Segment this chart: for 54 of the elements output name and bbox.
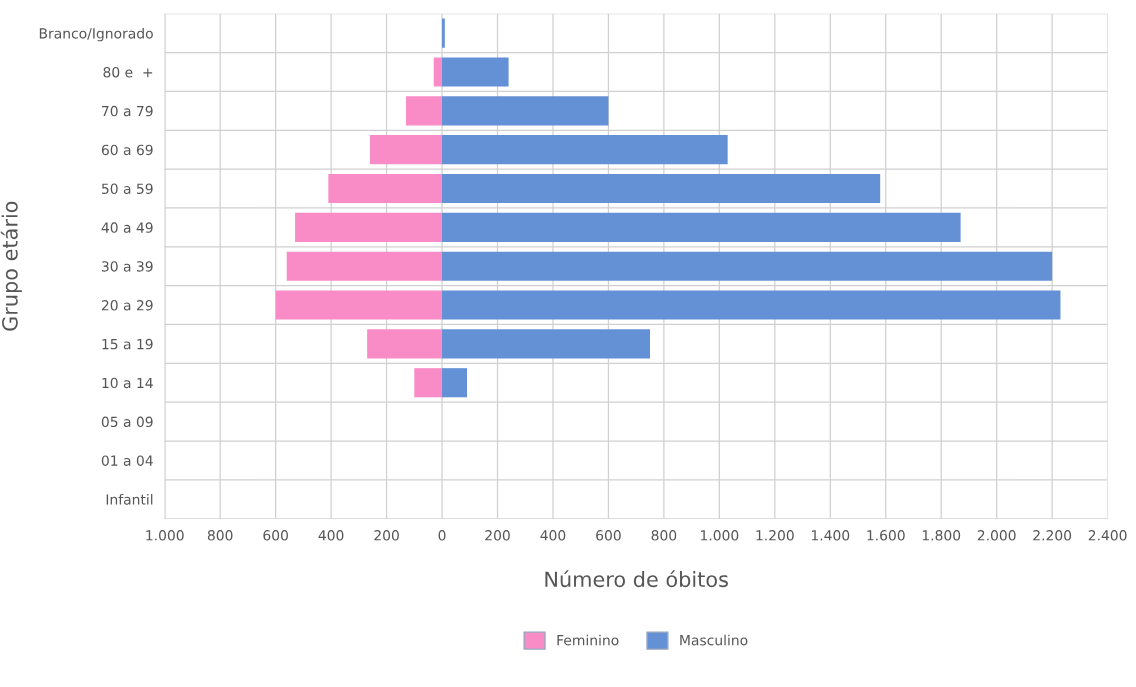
bar [275,290,443,320]
x-tick-label: 2.400 [1088,530,1127,541]
y-axis-title: Grupo etário [0,201,22,331]
bar [295,212,443,242]
y-tick-label: 50 a 59 [101,183,153,194]
y-tick-label: 10 a 14 [102,377,153,389]
x-tick-label: 1.000 [146,530,184,541]
x-tick-label: 600 [596,530,621,541]
bar [369,135,443,165]
y-tick-label: 60 a 69 [101,144,153,156]
y-tick-label: Infantil [106,493,153,505]
x-tick-label: 1.000 [701,530,739,541]
x-tick-label: 600 [263,530,288,541]
bar [442,135,728,165]
y-tick-label: Branco/Ignorado [39,27,153,42]
x-tick-label: 1.200 [756,530,794,541]
legend-label: Feminino [557,634,619,646]
x-tick-label: 400 [318,530,344,541]
x-tick-label: 2.000 [977,530,1016,541]
x-tick-label: 2.200 [1033,530,1072,541]
bar [442,290,1061,320]
x-tick-label: 800 [207,530,233,541]
x-tick-label: 1.800 [922,530,961,541]
bar [442,368,467,398]
bar [433,57,443,87]
x-tick-label: 400 [540,530,566,541]
bar [414,368,443,398]
bar [405,96,443,126]
x-tick-label: 1.400 [811,530,850,541]
x-tick-label: 200 [485,530,510,541]
y-tick-label: 01 a 04 [101,455,153,466]
bar [442,329,651,359]
bar [442,173,881,204]
legend-label: Masculino [680,634,748,646]
bar [442,57,509,87]
bar [442,18,445,48]
y-tick-label: 15 a 19 [102,338,153,350]
bar [442,212,961,242]
x-tick-label: 200 [374,530,399,541]
x-axis-title: Número de óbitos [545,570,728,588]
bar [286,251,443,281]
x-tick-label: 0 [438,530,446,541]
y-tick-label: 30 a 39 [101,261,153,272]
y-tick-label: 20 a 29 [101,300,153,311]
y-tick-label: 70 a 79 [102,105,153,117]
y-tick-label: 80 e + [103,66,153,78]
bar [367,329,443,359]
bar [442,96,609,126]
x-tick-label: 1.600 [867,530,905,541]
bar [328,173,443,204]
bar [442,251,1053,281]
y-tick-label: 40 a 49 [101,222,153,233]
y-tick-label: 05 a 09 [101,416,153,428]
x-tick-label: 800 [651,530,677,541]
